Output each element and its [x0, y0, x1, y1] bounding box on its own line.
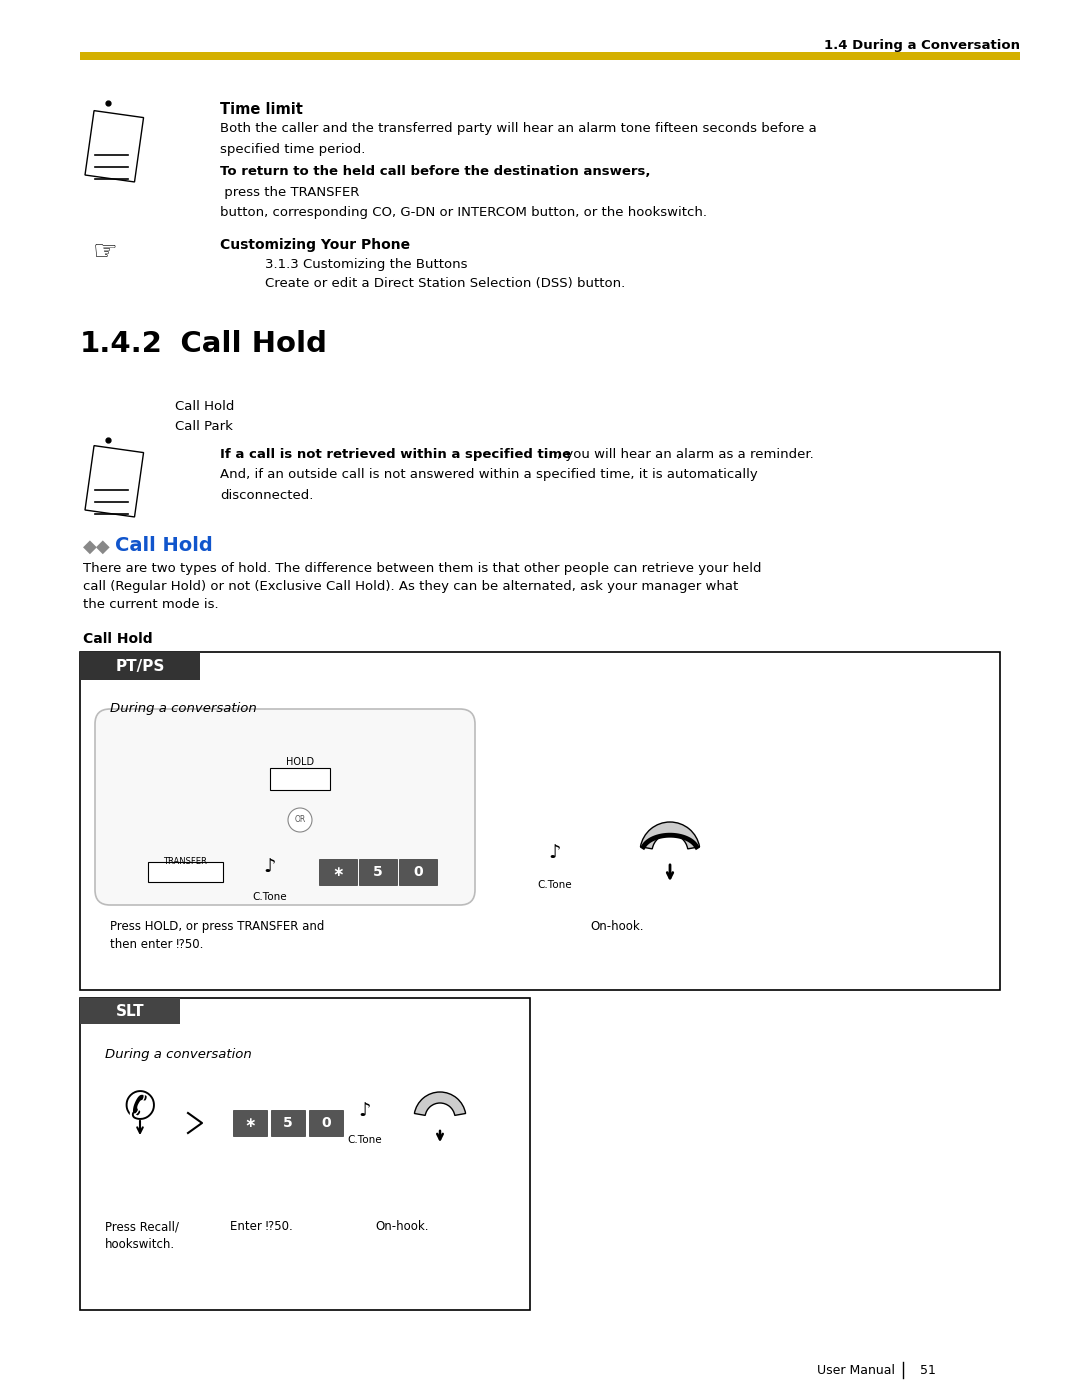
Text: call (Regular Hold) or not (Exclusive Call Hold). As they can be alternated, ask: call (Regular Hold) or not (Exclusive Ca…: [83, 580, 739, 592]
Text: There are two types of hold. The difference between them is that other people ca: There are two types of hold. The differe…: [83, 562, 761, 576]
Text: specified time period.: specified time period.: [220, 142, 365, 156]
Text: ∗: ∗: [333, 865, 343, 879]
Text: ∗: ∗: [244, 1116, 256, 1130]
Text: ☞: ☞: [93, 237, 118, 265]
Text: Both the caller and the transferred party will hear an alarm tone fifteen second: Both the caller and the transferred part…: [220, 122, 816, 136]
Text: Create or edit a Direct Station Selection (DSS) button.: Create or edit a Direct Station Selectio…: [265, 277, 625, 291]
Text: 1.4.2: 1.4.2: [80, 330, 163, 358]
Bar: [85, 110, 144, 182]
Bar: [271, 1111, 305, 1136]
Bar: [80, 997, 530, 1310]
Text: , you will hear an alarm as a reminder.: , you will hear an alarm as a reminder.: [557, 448, 813, 461]
Text: On-hook.: On-hook.: [590, 921, 644, 933]
Text: 51: 51: [920, 1363, 936, 1376]
Text: the current mode is.: the current mode is.: [83, 598, 218, 610]
Text: Call Hold: Call Hold: [150, 330, 327, 358]
Text: Press HOLD, or press TRANSFER and: Press HOLD, or press TRANSFER and: [110, 921, 324, 933]
Text: During a conversation: During a conversation: [105, 1048, 252, 1060]
Text: ♪: ♪: [549, 842, 562, 862]
Text: TRANSFER: TRANSFER: [163, 856, 207, 866]
Bar: [309, 1111, 343, 1136]
Text: Call Park: Call Park: [175, 420, 233, 433]
Bar: [80, 997, 180, 1024]
Bar: [319, 859, 357, 886]
Text: Time limit: Time limit: [220, 102, 302, 117]
Bar: [399, 859, 437, 886]
Text: User Manual: User Manual: [816, 1363, 895, 1376]
Bar: [80, 52, 1020, 60]
Text: ✆: ✆: [124, 1090, 157, 1127]
Text: Customizing Your Phone: Customizing Your Phone: [220, 237, 410, 251]
Text: C.Tone: C.Tone: [538, 880, 572, 890]
Text: HOLD: HOLD: [286, 757, 314, 767]
Bar: [80, 652, 1000, 990]
Text: If a call is not retrieved within a specified time: If a call is not retrieved within a spec…: [220, 448, 571, 461]
Text: button, corresponding CO, G-DN or INTERCOM button, or the hookswitch.: button, corresponding CO, G-DN or INTERC…: [220, 205, 707, 219]
Text: 3.1.3 Customizing the Buttons: 3.1.3 Customizing the Buttons: [265, 258, 468, 271]
Bar: [80, 652, 200, 680]
Text: On-hook.: On-hook.: [375, 1220, 429, 1234]
Text: hookswitch.: hookswitch.: [105, 1238, 175, 1250]
Circle shape: [288, 807, 312, 833]
Text: C.Tone: C.Tone: [348, 1134, 382, 1146]
Text: 0: 0: [321, 1116, 330, 1130]
Text: OR: OR: [295, 816, 306, 824]
Text: SLT: SLT: [116, 1003, 145, 1018]
Text: 1.4 During a Conversation: 1.4 During a Conversation: [824, 39, 1020, 52]
Text: And, if an outside call is not answered within a specified time, it is automatic: And, if an outside call is not answered …: [220, 468, 758, 481]
Bar: [233, 1111, 267, 1136]
Bar: [359, 859, 397, 886]
Wedge shape: [415, 1092, 465, 1115]
Text: Call Hold: Call Hold: [114, 536, 213, 555]
Text: Call Hold: Call Hold: [83, 631, 152, 645]
Text: 0: 0: [414, 865, 422, 879]
Text: During a conversation: During a conversation: [110, 703, 257, 715]
Bar: [85, 446, 144, 517]
Text: press the TRANSFER: press the TRANSFER: [220, 186, 360, 198]
Text: ♪: ♪: [359, 1101, 372, 1120]
Text: Call Hold: Call Hold: [175, 400, 234, 414]
Text: ◆◆: ◆◆: [83, 538, 111, 556]
FancyBboxPatch shape: [95, 710, 475, 905]
Text: disconnected.: disconnected.: [220, 489, 313, 502]
Text: ♪: ♪: [264, 858, 276, 876]
Text: then enter ⁉50.: then enter ⁉50.: [110, 937, 203, 951]
Text: PT/PS: PT/PS: [116, 658, 164, 673]
Text: 5: 5: [283, 1116, 293, 1130]
Wedge shape: [640, 821, 700, 849]
Text: To return to the held call before the destination answers,: To return to the held call before the de…: [220, 165, 650, 177]
Text: 5: 5: [373, 865, 383, 879]
Text: C.Tone: C.Tone: [253, 893, 287, 902]
Bar: [148, 862, 222, 882]
Text: Press Recall/: Press Recall/: [105, 1220, 179, 1234]
Bar: [270, 768, 330, 789]
Text: Enter ⁉50.: Enter ⁉50.: [230, 1220, 293, 1234]
